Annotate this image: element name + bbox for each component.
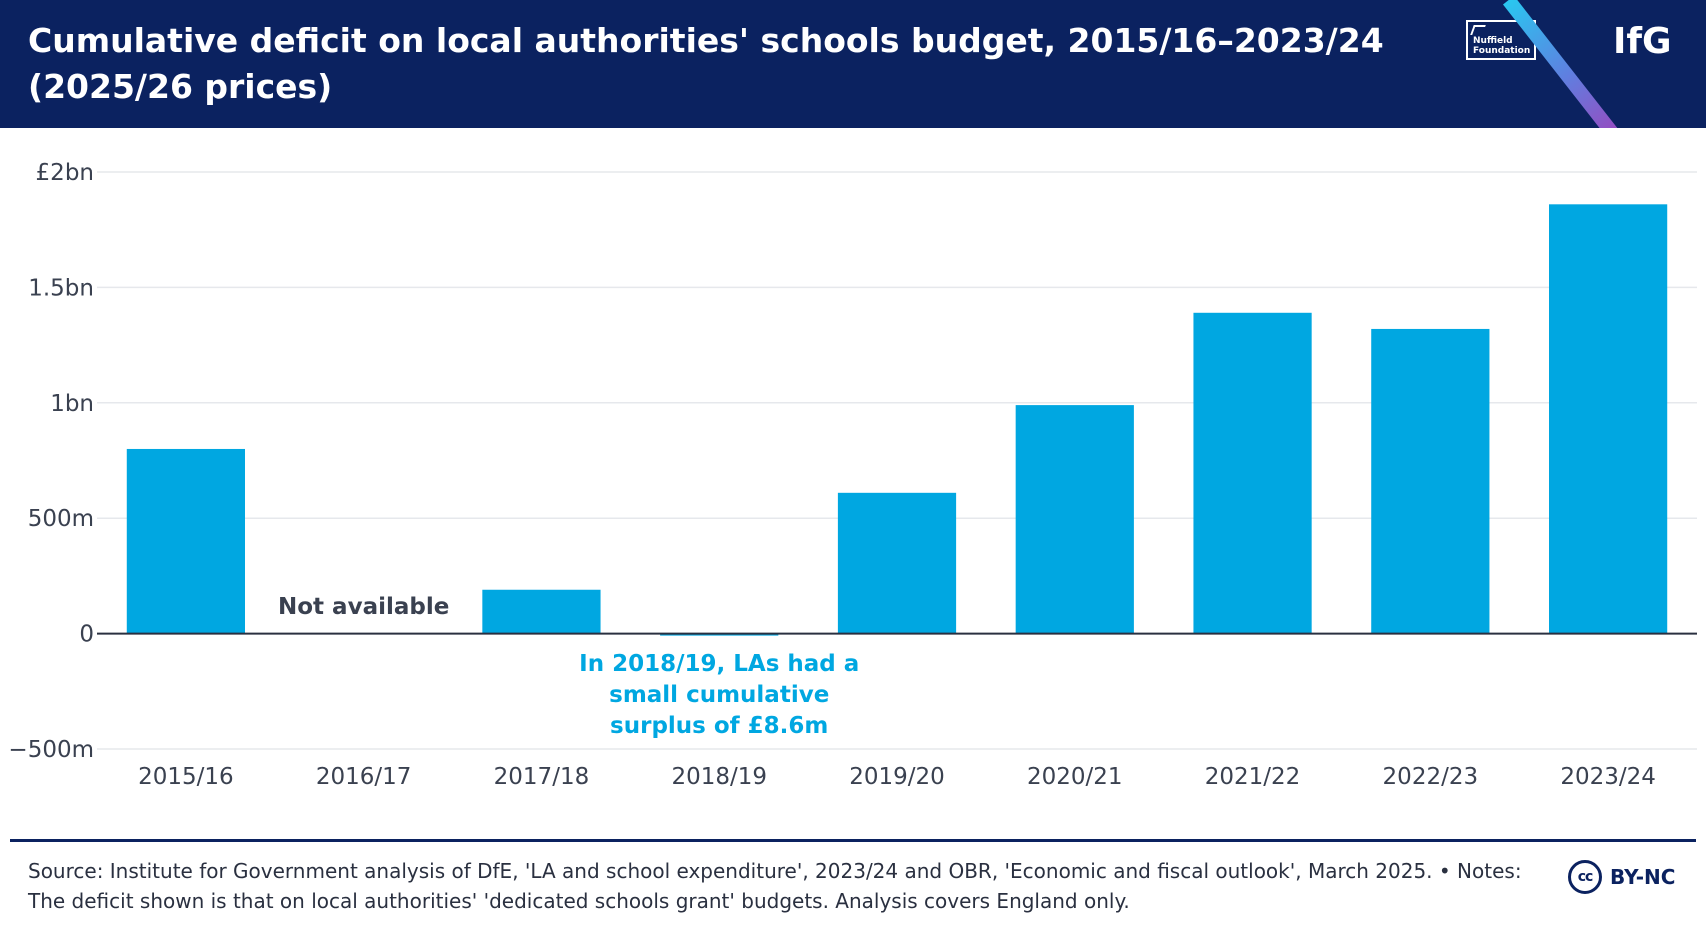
license-label: BY-NC <box>1610 865 1676 889</box>
nuffield-logo-text: Nuffield Foundation <box>1473 36 1531 56</box>
chart-title: Cumulative deficit on local authorities'… <box>28 21 1384 106</box>
x-tick-label: 2019/20 <box>849 764 945 790</box>
footer-divider <box>10 839 1696 842</box>
y-tick-label: 1.5bn <box>28 275 94 301</box>
bar <box>126 448 245 634</box>
y-tick-label: 500m <box>28 506 94 532</box>
x-tick-label: 2016/17 <box>316 764 412 790</box>
bar <box>1015 405 1134 634</box>
bar <box>837 492 957 634</box>
bar <box>1193 312 1312 634</box>
x-tick-label: 2017/18 <box>494 764 590 790</box>
y-tick-label: 0 <box>79 622 94 648</box>
x-tick-label: 2021/22 <box>1205 764 1301 790</box>
x-tick-label: 2022/23 <box>1383 764 1479 790</box>
y-axis-ticks: −500m 0 500m 1bn 1.5bn £2bn <box>8 160 94 763</box>
nuffield-logo-mark-icon <box>1470 25 1486 35</box>
bars <box>126 204 1668 636</box>
surplus-annotation: In 2018/19, LAs had a small cumulative sur… <box>579 651 859 739</box>
source-note: Source: Institute for Government analysi… <box>28 859 1522 913</box>
bar <box>482 589 601 634</box>
y-tick-label: 1bn <box>50 391 94 417</box>
not-available-annotation: Not available <box>278 594 449 620</box>
ifg-logo: IfG <box>1613 21 1672 62</box>
x-tick-label: 2018/19 <box>671 764 767 790</box>
bar <box>1549 204 1668 634</box>
x-tick-label: 2015/16 <box>138 764 234 790</box>
creative-commons-icon: cc <box>1568 860 1602 894</box>
brand-stripe-icon <box>1502 0 1632 128</box>
annotations: Not available In 2018/19, LAs had a small … <box>278 594 859 739</box>
x-tick-label: 2023/24 <box>1560 764 1656 790</box>
bar <box>1371 328 1490 634</box>
x-axis-ticks: 2015/16 2016/17 2017/18 2018/19 2019/20 2020/… <box>138 764 1656 790</box>
license-badge: cc BY-NC <box>1568 857 1675 897</box>
y-tick-label: £2bn <box>36 160 94 186</box>
x-tick-label: 2020/21 <box>1027 764 1123 790</box>
chart-header: Cumulative deficit on local authorities'… <box>0 0 1706 128</box>
gridlines <box>97 171 1697 750</box>
y-tick-label: −500m <box>8 737 94 763</box>
